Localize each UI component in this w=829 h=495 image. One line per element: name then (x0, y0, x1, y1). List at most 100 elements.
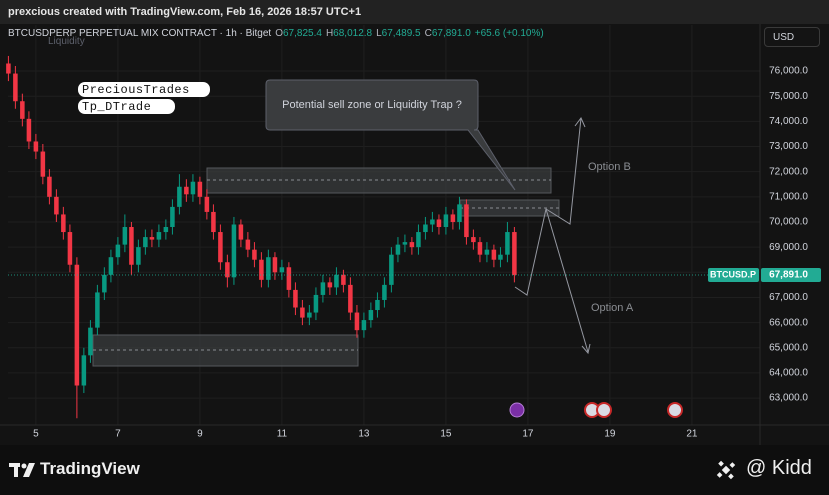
event-icon (596, 402, 612, 418)
event-icon (667, 402, 683, 418)
footer-brand: TradingView (40, 459, 140, 478)
tag-box (78, 82, 210, 97)
y-tick-label: 73,000.0 (769, 141, 808, 152)
y-tick-label: 66,000.0 (769, 317, 808, 328)
y-tick-label: 70,000.0 (769, 217, 808, 228)
event-icon (509, 402, 525, 418)
candle-body (361, 320, 367, 331)
candle-body (491, 249, 497, 260)
change: +65.6 (+0.10%) (474, 28, 544, 39)
candle-body (464, 204, 469, 238)
candle-body (272, 257, 278, 273)
y-tick-label: 75,000.0 (769, 91, 808, 102)
candle-body (33, 141, 39, 152)
candle-body (184, 186, 189, 195)
candle-body (389, 254, 394, 285)
x-tick-label: 5 (33, 429, 39, 440)
x-tick-label: 19 (604, 429, 616, 440)
candle-body (457, 204, 462, 222)
projection-path (545, 208, 589, 353)
candle-body (67, 232, 73, 265)
symbol-tag (708, 268, 759, 283)
candle-body (231, 224, 237, 278)
ohlc-key: C (424, 28, 432, 39)
indicator-label: Liquidity (48, 36, 85, 47)
candle-body (348, 284, 353, 313)
candle-body (143, 237, 148, 248)
candle-body (477, 242, 483, 255)
candle-body (286, 267, 292, 290)
candle-body (259, 259, 264, 280)
y-tick-label: 74,000.0 (769, 116, 808, 127)
candle-body (341, 274, 346, 285)
candle-body (498, 254, 503, 260)
y-tick-label: 71,000.0 (769, 191, 808, 202)
candle-body (334, 274, 339, 288)
footer-author: @ Kidd (746, 457, 812, 479)
candle-body (136, 247, 141, 265)
candle-body (115, 244, 121, 258)
candle-body (416, 232, 421, 248)
y-tick-label: 67,000.0 (769, 292, 808, 303)
candle-body (505, 232, 510, 255)
tag-text: PreciousTrades (82, 83, 190, 97)
candle-body (74, 264, 80, 386)
ohlc-value: 67,825.4 (283, 28, 322, 39)
x-tick-label: 13 (358, 429, 370, 440)
candle-body (26, 118, 32, 142)
brand-logo (9, 463, 35, 477)
candle-body (149, 237, 155, 240)
candle-body (204, 196, 210, 212)
ohlc-key: O (275, 28, 283, 39)
sell-zone (206, 167, 552, 194)
candle-body (313, 294, 319, 313)
x-tick-label: 17 (522, 429, 534, 440)
candle-body (512, 232, 517, 276)
candle-body (320, 282, 326, 295)
ohlc-value: 67,489.5 (381, 28, 421, 39)
candle-body (450, 214, 456, 222)
ohlc-item: O67,825.4 (275, 28, 322, 39)
y-tick-label: 69,000.0 (769, 242, 808, 253)
candle-body (211, 211, 216, 233)
callout-box (265, 79, 516, 191)
candle-body (54, 196, 59, 215)
candle-body (40, 151, 46, 177)
candle-body (484, 249, 490, 255)
candle-body (423, 224, 428, 233)
ohlc-key: L (376, 28, 382, 39)
candle-body (368, 310, 374, 321)
candle-body (471, 237, 476, 243)
candle-body (238, 224, 244, 240)
candle-body (122, 227, 128, 245)
tag-box (78, 99, 175, 114)
candle-body (436, 219, 442, 228)
currency-button[interactable]: USD (764, 27, 820, 47)
candle-body (88, 327, 93, 356)
candle-body (163, 227, 169, 233)
y-tick-label: 65,000.0 (769, 342, 808, 353)
x-tick-label: 11 (277, 429, 288, 440)
author-icon (716, 460, 736, 480)
overlay: Potential sell zone or Liquidity Trap ? … (78, 79, 683, 418)
arrow-head (574, 117, 586, 128)
candle-body (108, 257, 114, 275)
x-tick-label: 21 (686, 429, 698, 440)
candle-body (20, 101, 25, 119)
candle-body (430, 219, 435, 225)
candle-body (156, 232, 162, 240)
candle-body (375, 299, 380, 311)
candle-body (300, 307, 305, 318)
ohlc-key: H (325, 28, 334, 39)
ohlc-value: 67,891.0 (431, 28, 471, 39)
arrow-head (581, 343, 591, 355)
callout-text: Potential sell zone or Liquidity Trap ? (282, 99, 462, 111)
candle-body (245, 239, 251, 250)
candle-body (177, 186, 182, 207)
option-a-label: Option A (591, 302, 634, 314)
candle-body (81, 355, 87, 386)
price-tag-text: 67,891.0 (769, 270, 808, 281)
x-tick-label: 9 (197, 429, 203, 440)
candle-body (218, 232, 223, 263)
